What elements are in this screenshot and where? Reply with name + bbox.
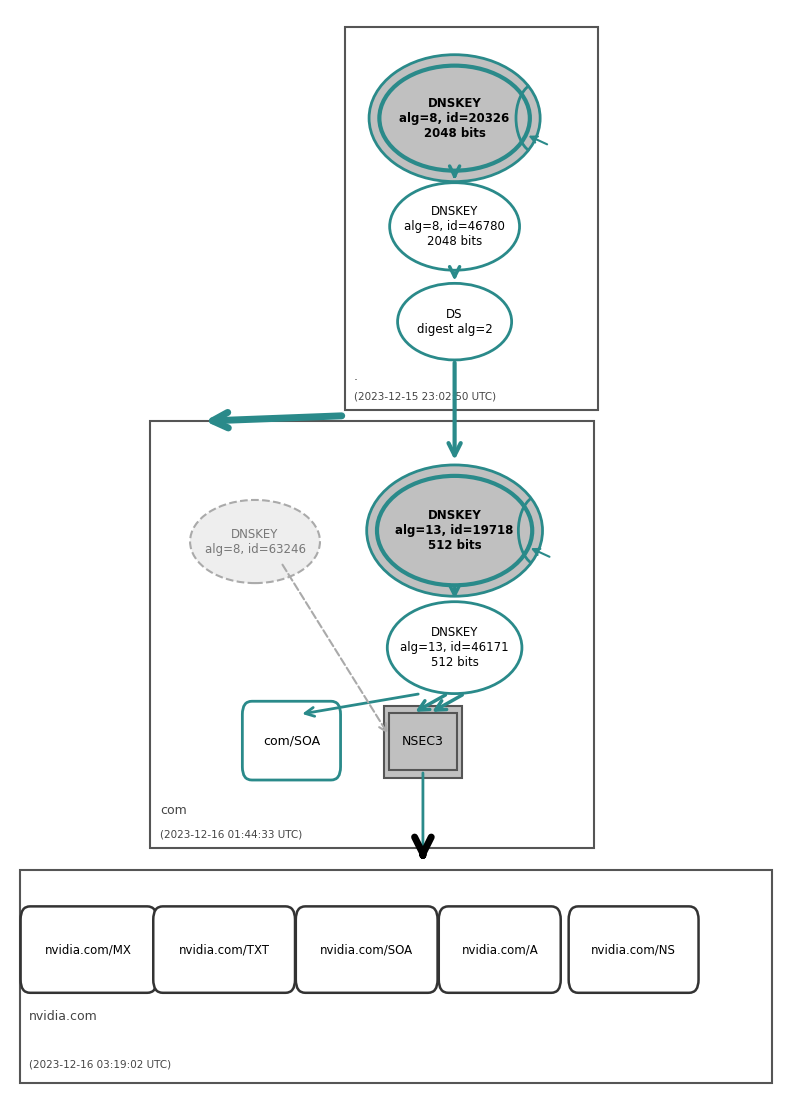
FancyBboxPatch shape: [296, 906, 437, 993]
Ellipse shape: [387, 602, 522, 694]
Text: NSEC3: NSEC3: [402, 735, 444, 748]
Text: nvidia.com/MX: nvidia.com/MX: [45, 943, 132, 956]
Ellipse shape: [377, 476, 532, 585]
FancyBboxPatch shape: [390, 713, 456, 770]
FancyBboxPatch shape: [345, 27, 598, 410]
FancyBboxPatch shape: [150, 421, 594, 848]
Text: (2023-12-16 01:44:33 UTC): (2023-12-16 01:44:33 UTC): [160, 829, 303, 839]
FancyBboxPatch shape: [20, 870, 772, 1083]
Ellipse shape: [390, 183, 520, 270]
Text: nvidia.com/SOA: nvidia.com/SOA: [320, 943, 413, 956]
Ellipse shape: [398, 283, 512, 360]
FancyBboxPatch shape: [569, 906, 699, 993]
Ellipse shape: [190, 500, 320, 583]
Text: com/SOA: com/SOA: [263, 734, 320, 747]
Text: .: .: [354, 370, 358, 383]
Text: com: com: [160, 804, 187, 817]
Text: nvidia.com/TXT: nvidia.com/TXT: [179, 943, 269, 956]
Text: (2023-12-16 03:19:02 UTC): (2023-12-16 03:19:02 UTC): [29, 1060, 171, 1070]
FancyBboxPatch shape: [439, 906, 561, 993]
FancyBboxPatch shape: [242, 701, 341, 780]
Text: DNSKEY
alg=8, id=46780
2048 bits: DNSKEY alg=8, id=46780 2048 bits: [404, 205, 505, 248]
Ellipse shape: [379, 66, 530, 171]
Text: nvidia.com/A: nvidia.com/A: [462, 943, 538, 956]
Ellipse shape: [369, 55, 540, 182]
FancyBboxPatch shape: [384, 706, 463, 778]
FancyBboxPatch shape: [21, 906, 157, 993]
FancyBboxPatch shape: [153, 906, 295, 993]
Text: DNSKEY
alg=8, id=63246: DNSKEY alg=8, id=63246: [204, 527, 306, 556]
Text: nvidia.com: nvidia.com: [29, 1010, 98, 1023]
Ellipse shape: [367, 465, 543, 596]
Text: nvidia.com/NS: nvidia.com/NS: [591, 943, 676, 956]
Text: DNSKEY
alg=13, id=19718
512 bits: DNSKEY alg=13, id=19718 512 bits: [395, 509, 514, 552]
Text: DNSKEY
alg=13, id=46171
512 bits: DNSKEY alg=13, id=46171 512 bits: [400, 626, 509, 670]
Text: (2023-12-15 23:02:50 UTC): (2023-12-15 23:02:50 UTC): [354, 392, 496, 401]
Text: DNSKEY
alg=8, id=20326
2048 bits: DNSKEY alg=8, id=20326 2048 bits: [399, 96, 510, 140]
Text: DS
digest alg=2: DS digest alg=2: [417, 307, 493, 336]
